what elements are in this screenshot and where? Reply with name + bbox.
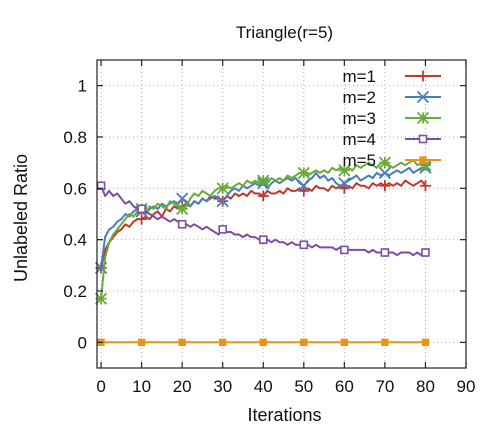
marker-stroke <box>216 182 229 195</box>
x-tick-label: 40 <box>254 377 273 396</box>
data-point <box>298 185 310 197</box>
marker-stroke <box>176 192 189 205</box>
data-point <box>216 195 229 208</box>
legend-item: m=5 <box>342 151 441 170</box>
y-axis-label: Unlabeled Ratio <box>11 154 31 282</box>
x-tick-label: 90 <box>457 377 476 396</box>
legend-label: m=4 <box>342 130 376 149</box>
series-4 <box>96 181 430 257</box>
marker-stroke <box>378 156 392 169</box>
legend-marker <box>419 156 427 164</box>
x-tick-label: 10 <box>132 377 151 396</box>
legend-marker <box>416 90 430 104</box>
data-point <box>136 213 148 225</box>
data-point <box>176 192 189 205</box>
data-point <box>297 179 310 192</box>
legend-marker <box>417 70 429 82</box>
data-point <box>421 338 430 347</box>
y-tick-label: 0.8 <box>63 128 87 147</box>
series-5 <box>97 338 430 347</box>
data-point <box>378 166 392 180</box>
data-point <box>297 166 310 180</box>
legend-marker <box>416 111 430 125</box>
legend-item: m=1 <box>342 67 441 86</box>
marker-stroke <box>416 111 430 125</box>
plot-frame <box>96 59 467 369</box>
data-point <box>299 240 309 250</box>
marker-stroke <box>338 164 351 177</box>
data-point <box>338 182 350 194</box>
data-point <box>338 164 351 177</box>
marker-stroke <box>297 166 310 180</box>
data-point <box>258 235 268 244</box>
data-point <box>381 338 389 347</box>
marker-stroke <box>257 174 270 187</box>
data-point <box>218 225 228 234</box>
data-point <box>257 190 269 202</box>
legend-label: m=1 <box>342 67 376 86</box>
y-tick-label: 0.4 <box>63 231 87 250</box>
legend-item: m=4 <box>342 130 441 149</box>
chart-title: Triangle(r=5) <box>236 23 333 42</box>
legend-marker <box>418 134 428 144</box>
legend-item: m=2 <box>342 88 441 107</box>
data-point <box>257 174 270 187</box>
marker-stroke <box>419 159 432 172</box>
x-tick-label: 30 <box>213 377 232 396</box>
legend-label: m=2 <box>342 88 376 107</box>
data-point <box>137 338 146 347</box>
data-point <box>137 204 146 214</box>
data-point <box>380 248 390 257</box>
x-tick-label: 0 <box>96 377 105 396</box>
y-tick-label: 0.2 <box>63 282 87 301</box>
axis-ticks: 0 10 20 30 40 50 60 70 80 90 0 0.2 0.4 0.6 0.8 1 <box>63 60 475 396</box>
marker-stroke <box>378 166 392 180</box>
series-lines <box>94 156 432 347</box>
data-point <box>219 338 227 347</box>
x-axis-label: Iterations <box>247 405 321 425</box>
marker-stroke <box>297 179 310 192</box>
grid <box>97 60 467 368</box>
data-point <box>338 177 351 190</box>
data-point <box>177 219 187 229</box>
data-point <box>178 338 186 347</box>
y-tick-label: 0.6 <box>63 179 87 198</box>
data-point <box>300 338 308 347</box>
marker-stroke <box>176 202 189 216</box>
series-1 <box>95 179 431 274</box>
data-point <box>216 182 229 195</box>
legend-label: m=5 <box>342 151 376 170</box>
data-point <box>340 245 349 255</box>
y-tick-label: 0 <box>78 333 87 352</box>
data-point <box>378 156 392 169</box>
data-point <box>340 338 349 347</box>
x-tick-label: 20 <box>173 377 192 396</box>
legend-label: m=3 <box>342 109 376 128</box>
data-point <box>421 248 430 257</box>
legend-item: m=3 <box>342 109 441 128</box>
legend: m=1 m=2 m=3 m=4 m=5 <box>342 67 441 170</box>
data-point <box>419 180 431 192</box>
series-3 <box>94 156 432 305</box>
y-tick-label: 1 <box>78 77 87 96</box>
marker-stroke <box>338 177 351 190</box>
data-point <box>176 202 189 216</box>
data-point <box>379 180 391 192</box>
data-point <box>259 338 267 347</box>
marker-stroke <box>416 90 430 104</box>
x-tick-label: 70 <box>375 377 394 396</box>
x-tick-label: 60 <box>335 377 354 396</box>
x-tick-label: 50 <box>294 377 313 396</box>
x-tick-label: 80 <box>416 377 435 396</box>
marker-stroke <box>216 195 229 208</box>
